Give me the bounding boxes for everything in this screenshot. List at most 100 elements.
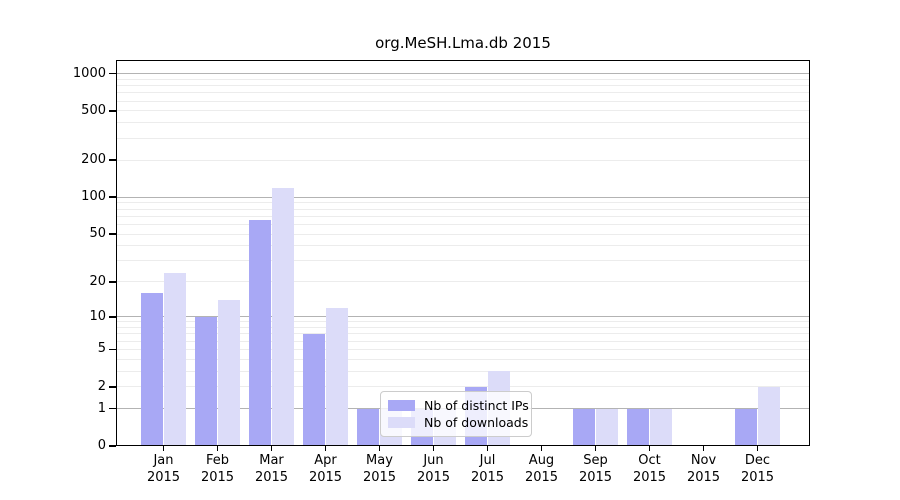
y-tick-mark-500 [109, 110, 116, 112]
major-gridline-1000 [116, 73, 810, 75]
legend-label-downloads: Nb of downloads [424, 415, 529, 430]
x-tick-label-nov: Nov 2015 [672, 452, 736, 486]
x-tick-year: 2015 [578, 470, 613, 485]
y-tick-label-1000: 1000 [72, 65, 106, 81]
x-tick-label-sep: Sep 2015 [564, 452, 628, 486]
bar-downloads-oct [650, 408, 672, 446]
x-tick-mark-may [378, 446, 381, 451]
x-tick-mark-mar [270, 446, 273, 451]
bar-distinct-ips-dec [735, 408, 757, 446]
x-tick-month: May [366, 453, 393, 468]
y-tick-label-10: 10 [89, 308, 106, 324]
x-tick-year: 2015 [308, 470, 343, 485]
major-gridline-100 [116, 196, 810, 198]
x-tick-mark-dec [756, 446, 759, 451]
minor-gridline-40 [116, 245, 810, 247]
x-tick-label-jan: Jan 2015 [132, 452, 196, 486]
minor-gridline-4 [116, 358, 810, 360]
y-tick-label-2: 2 [97, 378, 106, 394]
y-tick-mark-100 [109, 196, 116, 198]
minor-gridline-9 [116, 321, 810, 323]
x-tick-label-jun: Jun 2015 [402, 452, 466, 486]
minor-gridline-400 [116, 122, 810, 124]
y-tick-label-0: 0 [97, 438, 106, 453]
legend-swatch-distinct-ips [388, 400, 415, 411]
x-tick-mark-jul [486, 446, 489, 451]
bar-downloads-sep [596, 408, 618, 446]
bar-downloads-mar [272, 187, 294, 446]
y-tick-label-100: 100 [81, 189, 106, 205]
x-tick-year: 2015 [740, 470, 775, 485]
minor-gridline-80 [116, 208, 810, 210]
minor-gridline-500 [116, 110, 810, 112]
x-tick-mark-jun [432, 446, 435, 451]
y-tick-label-5: 5 [97, 341, 106, 357]
x-tick-mark-oct [648, 446, 651, 451]
bar-distinct-ips-sep [573, 408, 595, 446]
minor-gridline-300 [116, 137, 810, 139]
minor-gridline-6 [116, 340, 810, 342]
x-tick-month: Dec [744, 453, 771, 468]
bar-distinct-ips-oct [627, 408, 649, 446]
x-tick-label-mar: Mar 2015 [240, 452, 304, 486]
minor-gridline-30 [116, 260, 810, 262]
minor-gridline-200 [116, 159, 810, 161]
legend-swatch-downloads [388, 417, 415, 428]
x-tick-year: 2015 [524, 470, 559, 485]
x-tick-label-feb: Feb 2015 [186, 452, 250, 486]
x-tick-month: Feb [205, 453, 230, 468]
minor-gridline-2 [116, 386, 810, 388]
bar-downloads-apr [326, 307, 348, 446]
y-tick-mark-5 [109, 348, 116, 351]
minor-gridline-50 [116, 233, 810, 235]
y-tick-label-200: 200 [81, 152, 106, 168]
minor-gridline-3 [116, 370, 810, 372]
x-tick-mark-apr [324, 446, 327, 451]
minor-gridline-5 [116, 348, 810, 350]
legend-label-distinct-ips: Nb of distinct IPs [424, 398, 529, 413]
y-tick-mark-2 [109, 386, 116, 388]
x-tick-year: 2015 [146, 470, 181, 485]
minor-gridline-700 [116, 92, 810, 94]
minor-gridline-900 [116, 78, 810, 80]
minor-gridline-20 [116, 281, 810, 283]
major-gridline-10 [116, 316, 810, 318]
x-tick-month: Sep [583, 453, 608, 468]
x-tick-label-apr: Apr 2015 [294, 452, 358, 486]
y-tick-mark-200 [109, 159, 116, 161]
x-tick-month: Jul [479, 453, 496, 468]
minor-gridline-800 [116, 85, 810, 87]
x-tick-label-oct: Oct 2015 [618, 452, 682, 486]
minor-gridline-70 [116, 215, 810, 217]
bar-downloads-jan [164, 272, 186, 446]
x-tick-year: 2015 [362, 470, 397, 485]
x-tick-year: 2015 [200, 470, 235, 485]
x-tick-month: Aug [528, 453, 555, 468]
x-tick-month: Nov [690, 453, 717, 468]
x-tick-label-dec: Dec 2015 [726, 452, 790, 486]
x-tick-year: 2015 [632, 470, 667, 485]
x-tick-month: Jun [423, 453, 444, 468]
x-tick-month: Jan [153, 453, 174, 468]
chart-title: org.MeSH.Lma.db 2015 [375, 34, 551, 52]
y-tick-mark-1 [109, 407, 116, 410]
y-tick-mark-10 [109, 316, 116, 318]
bar-distinct-ips-feb [195, 316, 217, 446]
minor-gridline-8 [116, 327, 810, 329]
x-tick-year: 2015 [686, 470, 721, 485]
bar-downloads-dec [758, 386, 780, 446]
y-tick-mark-1000 [109, 72, 116, 75]
x-tick-year: 2015 [416, 470, 451, 485]
y-tick-mark-20 [109, 281, 116, 283]
legend-row-distinct-ips: Nb of distinct IPs [388, 397, 531, 414]
y-tick-label-20: 20 [89, 273, 106, 289]
bar-downloads-feb [218, 300, 240, 446]
x-tick-label-may: May 2015 [348, 452, 412, 486]
x-tick-year: 2015 [470, 470, 505, 485]
y-tick-label-1: 1 [97, 400, 106, 416]
bar-distinct-ips-jan [141, 293, 163, 446]
bar-distinct-ips-apr [303, 333, 325, 446]
minor-gridline-90 [116, 202, 810, 204]
y-tick-mark-0 [109, 445, 116, 447]
minor-gridline-7 [116, 333, 810, 335]
